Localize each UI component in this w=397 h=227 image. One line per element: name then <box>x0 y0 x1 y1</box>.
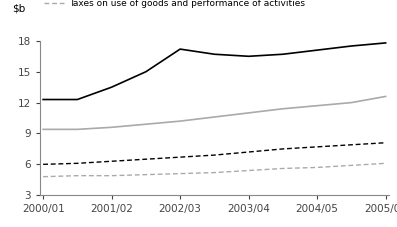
Taxes on property <box>75 98 80 101</box>
Taxes on provision of goods and services <box>41 163 46 166</box>
Taxes on property <box>178 48 183 50</box>
Taxes on provision of goods and services <box>315 146 320 148</box>
Employers payroll taxes <box>109 126 114 129</box>
Taxes on provision of goods and services <box>349 143 354 146</box>
Line: Employers payroll taxes: Employers payroll taxes <box>43 96 385 129</box>
Taxes on provision of goods and services <box>178 156 183 158</box>
Taxes on property <box>109 86 114 89</box>
Taxes on use of goods and performance of activities <box>143 173 148 176</box>
Taxes on property <box>246 55 251 58</box>
Taxes on provision of goods and services <box>246 151 251 153</box>
Employers payroll taxes <box>383 95 388 98</box>
Taxes on provision of goods and services <box>75 162 80 165</box>
Taxes on provision of goods and services <box>109 160 114 163</box>
Employers payroll taxes <box>315 104 320 107</box>
Taxes on provision of goods and services <box>383 141 388 144</box>
Taxes on use of goods and performance of activities <box>281 167 285 170</box>
Employers payroll taxes <box>212 116 217 118</box>
Employers payroll taxes <box>143 123 148 126</box>
Taxes on use of goods and performance of activities <box>41 175 46 178</box>
Taxes on property <box>143 70 148 73</box>
Line: Taxes on use of goods and performance of activities: Taxes on use of goods and performance of… <box>43 163 385 177</box>
Employers payroll taxes <box>178 120 183 123</box>
Taxes on provision of goods and services <box>212 154 217 156</box>
Text: $b: $b <box>12 3 25 13</box>
Taxes on property <box>349 45 354 47</box>
Taxes on property <box>383 42 388 44</box>
Taxes on provision of goods and services <box>143 158 148 160</box>
Line: Taxes on property: Taxes on property <box>43 43 385 99</box>
Employers payroll taxes <box>246 111 251 114</box>
Taxes on use of goods and performance of activities <box>383 162 388 165</box>
Taxes on property <box>41 98 46 101</box>
Taxes on use of goods and performance of activities <box>75 174 80 177</box>
Taxes on use of goods and performance of activities <box>246 169 251 172</box>
Taxes on property <box>212 53 217 56</box>
Taxes on use of goods and performance of activities <box>315 166 320 169</box>
Taxes on use of goods and performance of activities <box>109 174 114 177</box>
Employers payroll taxes <box>75 128 80 131</box>
Taxes on use of goods and performance of activities <box>178 172 183 175</box>
Legend: Taxes on property, Employers payroll taxes, Taxes on provision of goods and serv: Taxes on property, Employers payroll tax… <box>44 0 304 8</box>
Taxes on use of goods and performance of activities <box>349 164 354 167</box>
Taxes on property <box>315 49 320 52</box>
Employers payroll taxes <box>349 101 354 104</box>
Taxes on property <box>281 53 285 56</box>
Employers payroll taxes <box>41 128 46 131</box>
Taxes on provision of goods and services <box>281 148 285 150</box>
Line: Taxes on provision of goods and services: Taxes on provision of goods and services <box>43 143 385 164</box>
Employers payroll taxes <box>281 107 285 110</box>
Taxes on use of goods and performance of activities <box>212 171 217 174</box>
